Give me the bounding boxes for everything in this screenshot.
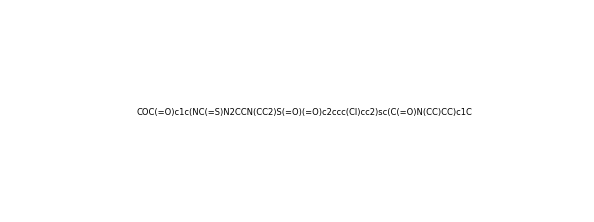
Text: COC(=O)c1c(NC(=S)N2CCN(CC2)S(=O)(=O)c2ccc(Cl)cc2)sc(C(=O)N(CC)CC)c1C: COC(=O)c1c(NC(=S)N2CCN(CC2)S(=O)(=O)c2cc…	[137, 108, 472, 117]
